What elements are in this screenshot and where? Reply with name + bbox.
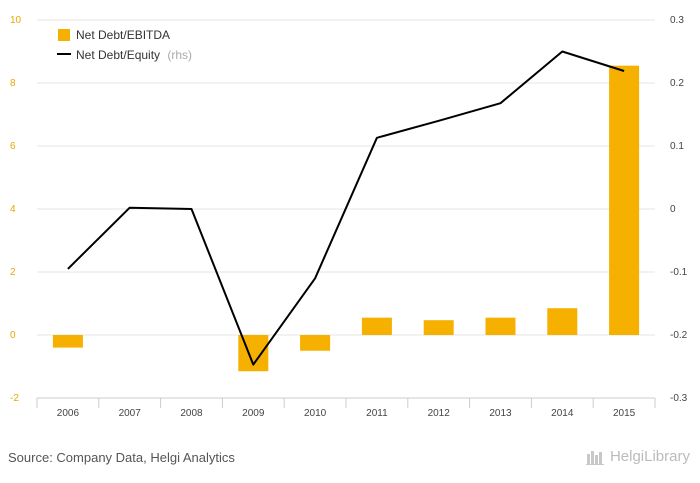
logo-text: HelgiLibrary — [609, 448, 690, 465]
bar — [423, 320, 454, 335]
grid — [37, 19, 655, 399]
y-right-tick-label: -0.1 — [670, 267, 688, 278]
line-series-path — [67, 50, 625, 366]
legend-bar-label: Net Debt/EBITDA — [76, 28, 170, 42]
y-right-tick-label: 0.2 — [670, 78, 684, 89]
y-left-tick-label: 6 — [10, 141, 16, 152]
x-tick-label: 2009 — [242, 408, 265, 419]
bar — [485, 317, 516, 335]
x-tick-label: 2011 — [366, 408, 388, 419]
y-left-tick-label: -2 — [10, 393, 19, 404]
y-axis-left: -2 0 2 4 6 8 10 — [10, 15, 22, 404]
x-axis: 2006 2007 2008 2009 2010 2011 2012 2013 2014 2015 — [36, 397, 656, 419]
x-tick-label: 2015 — [613, 408, 636, 419]
x-tick-label: 2012 — [428, 408, 451, 419]
y-axis-right: -0.3 -0.2 -0.1 0 0.1 0.2 0.3 — [670, 15, 688, 404]
y-left-tick-label: 2 — [10, 267, 16, 278]
y-left-tick-label: 10 — [10, 15, 22, 26]
bar — [361, 317, 392, 335]
legend-bar-swatch — [58, 29, 70, 41]
y-right-tick-label: 0.1 — [670, 141, 684, 152]
y-left-tick-label: 4 — [10, 204, 16, 215]
bar — [609, 65, 640, 336]
y-right-tick-label: -0.2 — [670, 330, 688, 341]
helgi-logo: HelgiLibrary — [585, 448, 690, 465]
x-tick-label: 2007 — [119, 408, 142, 419]
x-tick-label: 2013 — [489, 408, 512, 419]
bar — [52, 335, 83, 348]
x-tick-label: 2006 — [57, 408, 80, 419]
y-right-tick-label: 0.3 — [670, 15, 684, 26]
legend: Net Debt/EBITDA Net Debt/Equity (rhs) — [57, 28, 192, 62]
legend-line-name: Net Debt/Equity — [76, 48, 160, 62]
source-note: Source: Company Data, Helgi Analytics — [8, 450, 235, 465]
x-tick-label: 2014 — [551, 408, 574, 419]
y-left-tick-label: 0 — [10, 330, 16, 341]
line-series — [67, 50, 625, 366]
x-tick-label: 2010 — [304, 408, 327, 419]
y-left-tick-label: 8 — [10, 78, 16, 89]
bar — [547, 308, 578, 335]
legend-line-suffix: (rhs) — [167, 48, 192, 62]
bar — [300, 335, 331, 351]
y-right-tick-label: 0 — [670, 204, 676, 215]
bars — [52, 65, 640, 372]
x-tick-label: 2008 — [180, 408, 203, 419]
library-icon — [585, 450, 604, 465]
y-right-tick-label: -0.3 — [670, 393, 688, 404]
chart: 2006 2007 2008 2009 2010 2011 2012 2013 2014 2015… — [10, 15, 688, 419]
legend-line-label: Net Debt/Equity (rhs) — [76, 48, 192, 62]
